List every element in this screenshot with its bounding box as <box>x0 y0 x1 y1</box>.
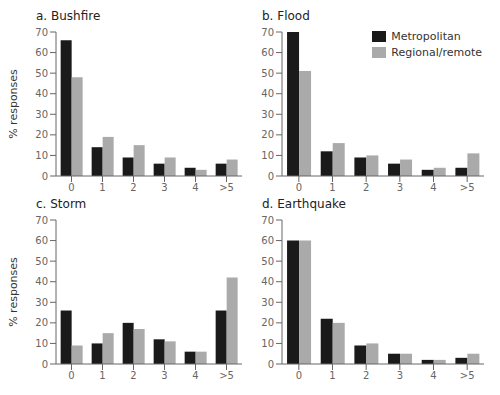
html-text:Metropolitan: Metropolitan <box>391 30 461 43</box>
svg-text:10: 10 <box>35 150 48 161</box>
svg-text:1: 1 <box>329 370 335 381</box>
html-text:d. Earthquake: d. Earthquake <box>262 197 346 211</box>
html-text:c. Storm: c. Storm <box>36 197 87 211</box>
svg-text:4: 4 <box>192 370 198 381</box>
svg-text:0: 0 <box>68 182 74 193</box>
svg-text:2: 2 <box>363 182 369 193</box>
svg-text:1: 1 <box>99 370 105 381</box>
svg-text:50: 50 <box>261 68 274 79</box>
svg-text:4: 4 <box>192 182 198 193</box>
svg-text:% responses: % responses <box>8 257 20 327</box>
svg-text:20: 20 <box>35 317 48 328</box>
svg-text:30: 30 <box>35 109 48 120</box>
svg-text:40: 40 <box>261 88 274 99</box>
svg-text:30: 30 <box>261 297 274 308</box>
svg-text:0: 0 <box>296 182 302 193</box>
svg-text:60: 60 <box>35 47 48 58</box>
svg-text:2: 2 <box>130 370 136 381</box>
svg-text:60: 60 <box>35 235 48 246</box>
svg-text:1: 1 <box>329 182 335 193</box>
svg-text:50: 50 <box>261 256 274 267</box>
svg-text:50: 50 <box>35 68 48 79</box>
svg-text:% responses: % responses <box>8 69 20 139</box>
svg-text:1: 1 <box>99 182 105 193</box>
svg-text:40: 40 <box>35 276 48 287</box>
svg-text:40: 40 <box>261 276 274 287</box>
html-text:a. Bushfire: a. Bushfire <box>36 9 101 23</box>
svg-text:60: 60 <box>261 235 274 246</box>
svg-text:0: 0 <box>268 359 274 370</box>
svg-text:30: 30 <box>261 109 274 120</box>
svg-text:>5: >5 <box>460 370 475 381</box>
svg-text:70: 70 <box>261 215 274 226</box>
svg-text:10: 10 <box>261 150 274 161</box>
svg-text:>5: >5 <box>460 182 475 193</box>
svg-text:70: 70 <box>35 27 48 38</box>
svg-text:10: 10 <box>261 338 274 349</box>
svg-text:70: 70 <box>261 27 274 38</box>
svg-text:20: 20 <box>261 129 274 140</box>
html-text:b. Flood: b. Flood <box>262 9 310 23</box>
svg-text:20: 20 <box>261 317 274 328</box>
svg-text:40: 40 <box>35 88 48 99</box>
svg-text:0: 0 <box>42 171 48 182</box>
svg-text:2: 2 <box>363 370 369 381</box>
svg-text:30: 30 <box>35 297 48 308</box>
svg-text:10: 10 <box>35 338 48 349</box>
svg-text:50: 50 <box>35 256 48 267</box>
svg-text:>5: >5 <box>219 370 234 381</box>
svg-text:0: 0 <box>42 359 48 370</box>
svg-text:>5: >5 <box>219 182 234 193</box>
svg-text:70: 70 <box>35 215 48 226</box>
svg-text:0: 0 <box>68 370 74 381</box>
svg-text:0: 0 <box>268 171 274 182</box>
svg-text:20: 20 <box>35 129 48 140</box>
svg-text:4: 4 <box>430 370 436 381</box>
svg-text:3: 3 <box>397 182 403 193</box>
svg-text:3: 3 <box>161 182 167 193</box>
svg-text:2: 2 <box>130 182 136 193</box>
html-text:Regional/remote: Regional/remote <box>391 46 482 59</box>
svg-text:3: 3 <box>161 370 167 381</box>
svg-text:4: 4 <box>430 182 436 193</box>
svg-text:60: 60 <box>261 47 274 58</box>
svg-text:0: 0 <box>296 370 302 381</box>
svg-text:3: 3 <box>397 370 403 381</box>
